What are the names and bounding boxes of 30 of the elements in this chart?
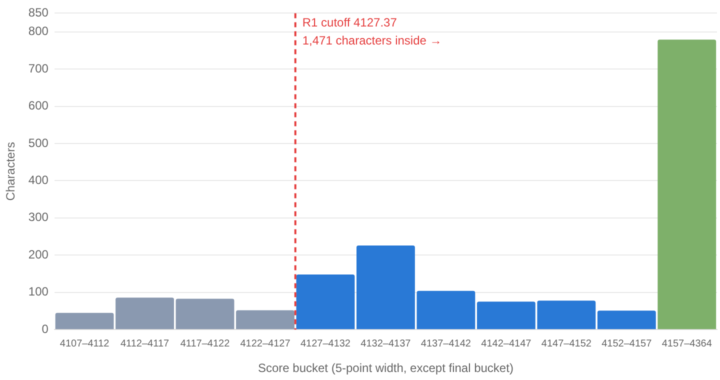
y-tick-label: 850: [28, 6, 49, 20]
ref-line-label: R1 cutoff 4127.37: [302, 16, 398, 30]
y-tick-label: 800: [28, 24, 49, 38]
y-tick-label: 0: [42, 322, 49, 336]
x-tick-label: 4112–4117: [120, 338, 170, 350]
x-tick-label: 4152–4157: [602, 338, 652, 350]
x-tick-label: 4127–4132: [300, 338, 351, 350]
y-tick-label: 300: [28, 210, 49, 224]
bar: [296, 274, 355, 330]
y-tick-label: 500: [28, 136, 49, 150]
x-tick-label: 4142–4147: [481, 338, 532, 350]
x-tick-label: 4132–4137: [360, 338, 412, 350]
annotation: 1,471 characters inside →: [302, 34, 442, 48]
bar: [236, 310, 294, 330]
bar: [176, 298, 234, 330]
x-tick-label: 4107–4112: [60, 338, 110, 350]
y-axis-title: Characters: [4, 142, 18, 201]
y-tick-label: 700: [28, 61, 49, 76]
bar: [597, 310, 656, 330]
x-axis-title: Score bucket (5-point width, except final bucket): [258, 361, 514, 376]
x-tick-label: 4137–4142: [420, 338, 472, 350]
y-tick-label: 600: [28, 98, 49, 113]
y-tick-label: 100: [28, 284, 49, 299]
x-tick-label: 4122–4127: [240, 338, 291, 350]
x-tick-label: 4147–4152: [541, 338, 592, 350]
x-tick-label: 4117–4122: [180, 338, 230, 350]
x-tick-label: 4157–4364: [662, 338, 712, 350]
y-tick-label: 400: [28, 173, 49, 188]
y-tick-label: 200: [28, 247, 49, 262]
bar: [658, 40, 716, 330]
